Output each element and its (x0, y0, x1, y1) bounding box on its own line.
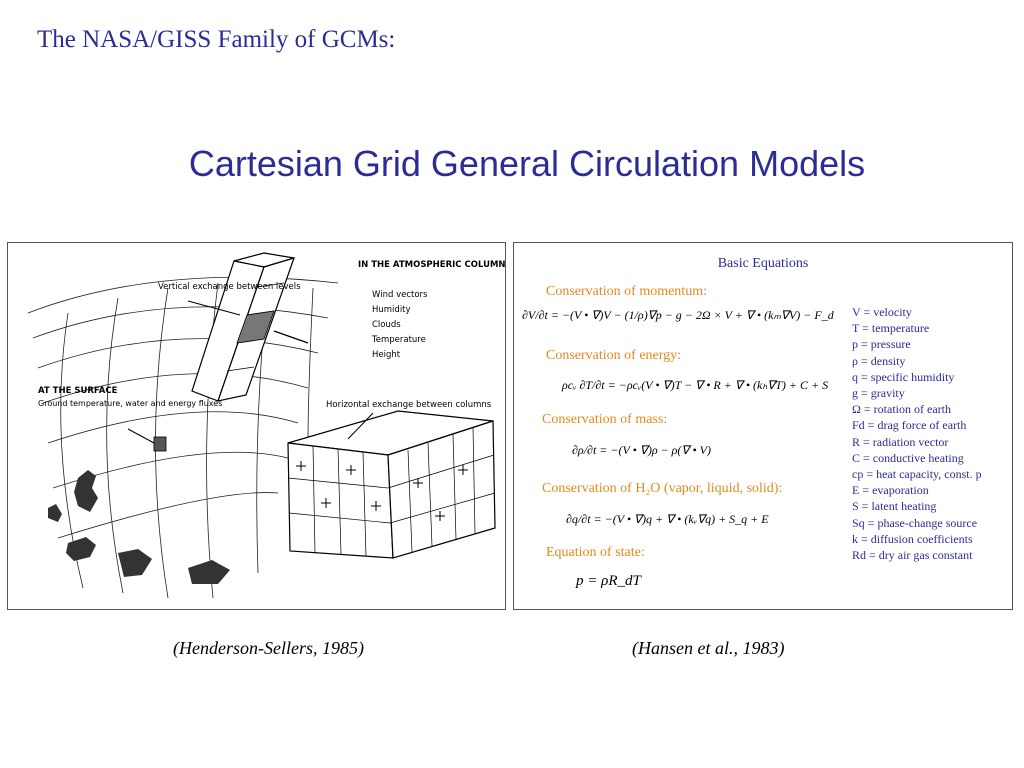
legend-item: S = latent heating (852, 499, 937, 514)
legend-item: cp = heat capacity, const. p (852, 467, 982, 482)
mass-equation: ∂ρ/∂t = −(V • ∇)ρ − ρ(∇ • V) (572, 443, 711, 457)
column-item: Clouds (372, 320, 401, 330)
column-item: Height (372, 350, 401, 360)
legend-item: V = velocity (852, 305, 912, 319)
water-equation: ∂q/∂t = −(V • ∇)q + ∇ • (kᵥ∇q) + S_q + E (566, 512, 769, 526)
label-surface: Ground temperature, water and energy flu… (38, 399, 222, 408)
energy-label: Conservation of energy: (546, 348, 682, 363)
momentum-equation: ∂V/∂t = −(V • ∇)V − (1/ρ)∇p − g − 2Ω × V… (522, 308, 834, 322)
legend-item: Rd = dry air gas constant (852, 548, 973, 563)
legend-item: p = pressure (852, 337, 911, 352)
caption-left: (Henderson-Sellers, 1985) (173, 638, 364, 658)
legend-item: Sq = phase-change source (852, 515, 978, 530)
legend-item: Ω = rotation of earth (852, 402, 951, 417)
gcm-grid-figure: IN THE ATMOSPHERIC COLUMN Wind vectors H… (7, 242, 506, 610)
legend-item: Fd = drag force of earth (852, 418, 967, 433)
mass-label: Conservation of mass: (542, 412, 668, 427)
label-atmospheric-column: IN THE ATMOSPHERIC COLUMN (358, 260, 505, 270)
momentum-label: Conservation of momentum: (546, 284, 707, 299)
variable-legend: V = velocity T = temperature p = pressur… (852, 304, 982, 563)
state-equation: p = ρR_dT (576, 573, 641, 589)
label-surface-title: AT THE SURFACE (38, 386, 118, 396)
legend-item: R = radiation vector (852, 434, 949, 449)
legend-item: q = specific humidity (852, 369, 955, 384)
legend-item: T = temperature (852, 321, 930, 336)
legend-item: E = evaporation (852, 483, 929, 498)
gcm-grid-illustration: IN THE ATMOSPHERIC COLUMN Wind vectors H… (27, 252, 506, 599)
column-item: Temperature (371, 335, 426, 345)
column-item: Wind vectors (372, 290, 428, 300)
legend-item: k = diffusion coefficients (852, 531, 973, 546)
equations-title: Basic Equations (717, 256, 809, 271)
label-horizontal-exchange: Horizontal exchange between columns (326, 400, 492, 410)
column-item: Humidity (372, 305, 411, 315)
slide-header: The NASA/GISS Family of GCMs: (37, 26, 396, 53)
energy-equation: ρcᵥ ∂T/∂t = −ρcᵥ(V • ∇)T − ∇ • R + ∇ • (… (562, 378, 829, 392)
legend-item: C = conductive heating (852, 450, 964, 465)
state-label: Equation of state: (546, 545, 645, 560)
label-vertical-exchange: Vertical exchange between levels (158, 282, 301, 292)
basic-equations-panel: Basic Equations Conservation of momentum… (513, 242, 1013, 610)
water-label: Conservation of H₂O (vapor, liquid, soli… (542, 481, 783, 496)
caption-right: (Hansen et al., 1983) (632, 638, 785, 658)
slide-title: Cartesian Grid General Circulation Model… (188, 143, 866, 184)
legend-item: ρ = density (852, 353, 906, 368)
legend-item: g = gravity (852, 386, 905, 401)
